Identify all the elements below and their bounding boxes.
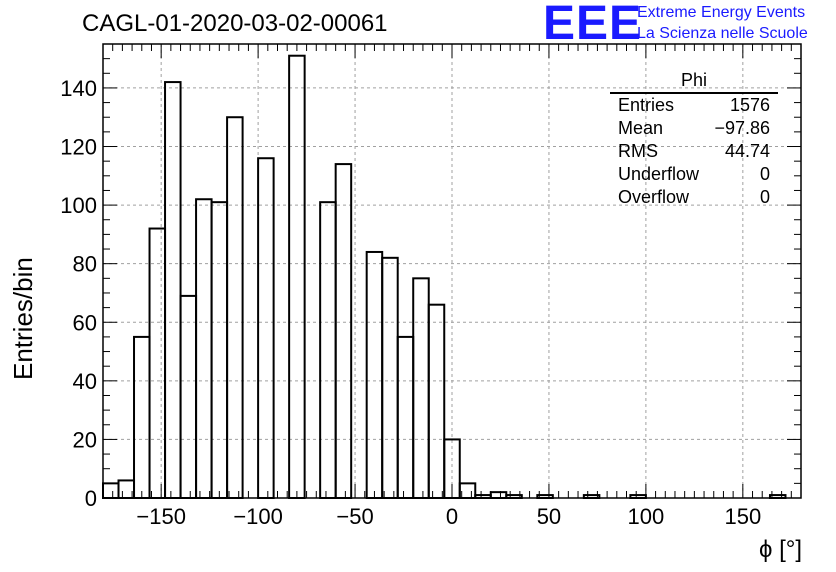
y-tick-label: 60 bbox=[73, 310, 97, 335]
histogram-bar bbox=[365, 250, 384, 499]
stats-box: Phi Entries 1576 Mean −97.86 RMS 44.74 U… bbox=[610, 70, 778, 209]
stats-title: Phi bbox=[610, 70, 778, 94]
stats-row-rms: RMS 44.74 bbox=[610, 140, 778, 163]
stats-label: RMS bbox=[618, 141, 658, 161]
histogram-bar bbox=[195, 198, 213, 499]
histogram-bar bbox=[179, 294, 198, 499]
stats-label: Entries bbox=[618, 95, 675, 115]
histogram-bar bbox=[381, 256, 399, 500]
x-tick-label: 50 bbox=[537, 504, 561, 529]
y-tick-label: 80 bbox=[73, 252, 97, 277]
y-tick-label: 40 bbox=[73, 369, 97, 394]
y-tick-label: 120 bbox=[60, 135, 97, 160]
x-tick-label: 100 bbox=[628, 504, 665, 529]
plot-title: CAGL-01-2020-03-02-00061 bbox=[82, 10, 388, 37]
stats-row-mean: Mean −97.86 bbox=[610, 117, 778, 140]
logo-subtitle-line2: La Scienza nelle Scuole bbox=[637, 25, 808, 42]
histogram-bar bbox=[396, 335, 415, 499]
stats-label: Mean bbox=[618, 118, 664, 138]
y-tick-label: 100 bbox=[60, 193, 97, 218]
histogram-bar bbox=[257, 157, 275, 499]
histogram-bar bbox=[226, 116, 244, 500]
histogram-bar bbox=[164, 81, 182, 499]
y-tick-label: 0 bbox=[85, 486, 97, 511]
histogram-bar bbox=[427, 303, 446, 499]
stats-value: 1576 bbox=[729, 95, 770, 115]
logo-subtitle-line1: Extreme Energy Events bbox=[637, 4, 806, 21]
stats-value: 0 bbox=[759, 187, 770, 207]
histogram-bar bbox=[412, 277, 430, 499]
stats-row-entries: Entries 1576 bbox=[610, 94, 778, 117]
histogram-bar bbox=[210, 201, 229, 499]
stats-label: Underflow bbox=[618, 164, 700, 184]
y-tick-label: 20 bbox=[73, 427, 97, 452]
axis-layer: −150 −100 −50 0 50 100 150 0 20 40 60 80 100 120 140 bbox=[60, 43, 802, 529]
y-axis-label: Entries/bin bbox=[8, 257, 38, 380]
eee-logo: EEE bbox=[543, 0, 643, 50]
histogram-bar bbox=[102, 482, 120, 499]
x-tick-label: −50 bbox=[336, 504, 373, 529]
x-axis-label: ϕ [°] bbox=[758, 536, 802, 563]
histogram-bar bbox=[489, 491, 508, 500]
x-tick-label: −100 bbox=[233, 504, 283, 529]
stats-row-underflow: Underflow 0 bbox=[610, 163, 778, 186]
histogram-bar bbox=[334, 163, 353, 499]
y-tick-label: 140 bbox=[60, 76, 97, 101]
stats-value: −97.86 bbox=[714, 118, 770, 138]
x-tick-label: −150 bbox=[136, 504, 186, 529]
x-tick-label: 0 bbox=[446, 504, 458, 529]
stats-value: 0 bbox=[759, 164, 770, 184]
stats-row-overflow: Overflow 0 bbox=[610, 186, 778, 209]
histogram-bar bbox=[133, 335, 151, 499]
stats-label: Overflow bbox=[618, 187, 690, 207]
x-tick-label: 150 bbox=[724, 504, 761, 529]
histogram-bar bbox=[148, 227, 167, 500]
stats-value: 44.74 bbox=[724, 141, 770, 161]
histogram-bar bbox=[288, 54, 306, 500]
histogram-bar bbox=[319, 201, 337, 499]
grid-layer bbox=[103, 44, 801, 498]
